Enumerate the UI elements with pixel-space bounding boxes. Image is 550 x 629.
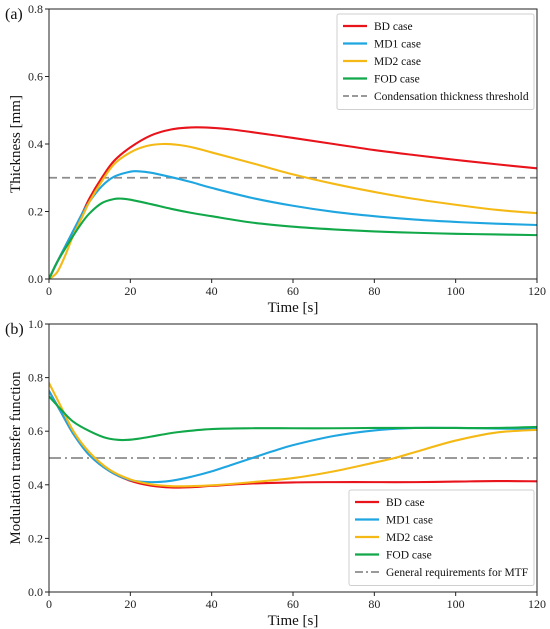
panel-label: (b) <box>5 321 24 338</box>
series-line-md1-case <box>49 389 537 484</box>
legend-label: FOD case <box>386 550 432 562</box>
legend-label: MD2 case <box>386 532 433 544</box>
legend-label: BD case <box>386 497 425 509</box>
series-line-fod-case <box>49 197 537 279</box>
legend: BD case MD1 case MD2 case FOD case General r… <box>348 489 535 586</box>
x-axis-label: Time [s] <box>268 613 319 629</box>
y-tick-label: 0.4 <box>28 137 43 151</box>
x-tick-label: 120 <box>528 597 546 611</box>
x-tick-label: 80 <box>368 597 380 611</box>
chart-panel-b: 0 20 40 60 80 100 120 0.0 0.2 0.4 0.6 0.8 1.0 Time [s… <box>5 317 546 629</box>
legend-box <box>348 489 535 586</box>
legend-label: FOD case <box>374 74 420 86</box>
series-line-md1-case <box>49 170 537 279</box>
x-tick-label: 0 <box>46 597 52 611</box>
series-line-fod-case <box>49 395 537 442</box>
x-tick-label: 100 <box>447 284 465 298</box>
x-tick-label: 80 <box>368 284 380 298</box>
y-tick-label: 0.4 <box>28 478 43 492</box>
legend-label: MD1 case <box>386 515 433 527</box>
x-tick-label: 120 <box>528 284 546 298</box>
y-tick-label: 1.0 <box>28 317 43 331</box>
y-tick-label: 0.0 <box>28 272 43 286</box>
x-tick-label: 60 <box>287 597 299 611</box>
x-tick-label: 100 <box>447 597 465 611</box>
chart-panel-a: 0 20 40 60 80 100 120 0.0 0.2 0.4 0.6 0.8 Time [s] Th… <box>5 2 546 316</box>
y-tick-label: 0.0 <box>28 585 43 599</box>
series-group <box>49 381 537 489</box>
x-tick-label: 40 <box>206 284 218 298</box>
series-line-md2-case <box>49 142 537 279</box>
legend-label: Condensation thickness threshold <box>374 91 529 103</box>
x-tick-label: 20 <box>124 597 136 611</box>
legend: BD case MD1 case MD2 case FOD case Condensat… <box>336 13 535 110</box>
legend-label: BD case <box>374 21 413 33</box>
legend-label: General requirements for MTF <box>386 567 528 579</box>
legend-label: MD1 case <box>374 39 421 51</box>
panel-label: (a) <box>5 6 23 23</box>
y-axis-label: Thickness [mm] <box>8 95 24 193</box>
x-tick-label: 20 <box>124 284 136 298</box>
y-tick-label: 0.2 <box>28 531 43 545</box>
series-group <box>49 126 537 279</box>
y-tick-label: 0.6 <box>28 424 43 438</box>
y-tick-label: 0.6 <box>28 70 43 84</box>
series-line-md2-case <box>49 381 537 488</box>
x-tick-label: 0 <box>46 284 52 298</box>
x-axis-label: Time [s] <box>268 300 319 316</box>
x-tick-label: 40 <box>206 597 218 611</box>
y-tick-label: 0.8 <box>28 371 43 385</box>
y-tick-label: 0.2 <box>28 205 43 219</box>
y-tick-label: 0.8 <box>28 2 43 16</box>
x-tick-label: 60 <box>287 284 299 298</box>
series-line-bd-case <box>49 126 537 279</box>
y-axis-label: Modulation transfer function <box>8 371 24 545</box>
legend-box <box>336 13 535 110</box>
legend-label: MD2 case <box>374 56 421 68</box>
